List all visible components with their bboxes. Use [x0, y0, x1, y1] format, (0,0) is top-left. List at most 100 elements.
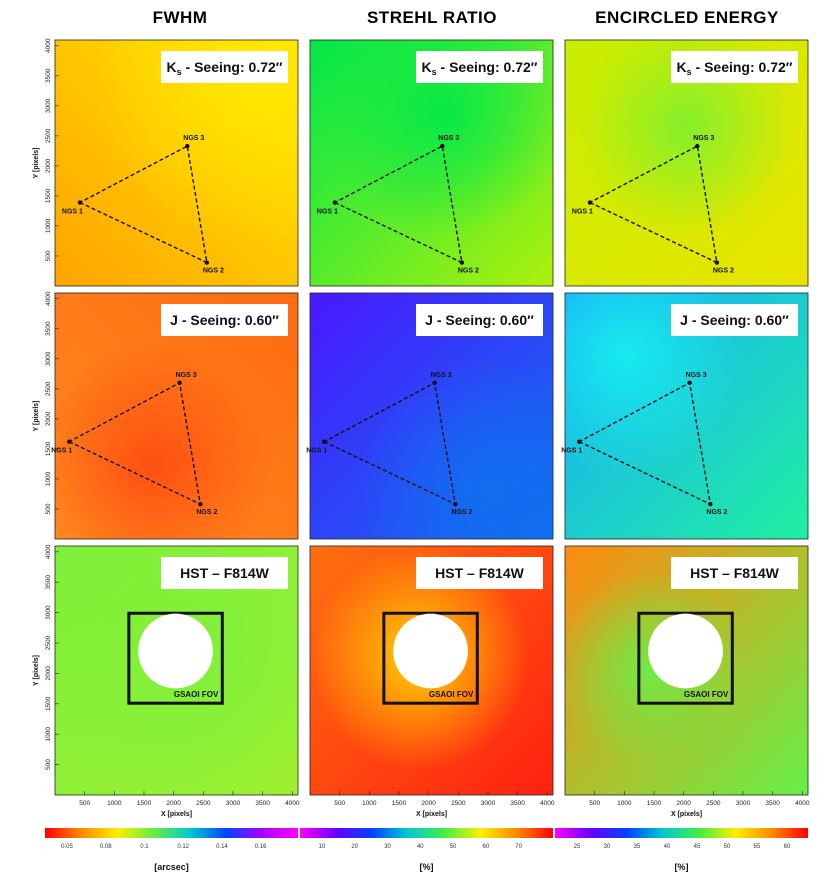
- x-tick-label: 4000: [540, 800, 555, 807]
- colorbar-gradient: [300, 828, 553, 838]
- x-tick-label: 500: [79, 800, 90, 807]
- panel-fwhm_k: 500 1000 1500 2000 2500 3000 3500 4000 Y [pixels…: [33, 38, 299, 287]
- colorbar-label: [%]: [420, 862, 434, 872]
- colorbar-tick: 0.16: [255, 844, 267, 850]
- colorbar-tick: 35: [634, 844, 641, 850]
- ngs-star-marker: [77, 200, 83, 205]
- panel-strehl_j: J - Seeing: 0.60″ NGS 1 NGS 2 NGS 3: [306, 292, 554, 540]
- y-tick-label: 3000: [45, 98, 52, 113]
- ngs-star-marker: [432, 380, 437, 386]
- x-tick-label: 3500: [510, 800, 525, 807]
- panel-frame: [564, 545, 809, 796]
- x-tick-label: 3000: [481, 800, 496, 807]
- panel-ee_k: Ks - Seeing: 0.72″ NGS 1 NGS 2 NGS 3: [564, 39, 809, 287]
- badge-rest: - Seeing: 0.72″: [692, 59, 793, 75]
- ngs-label: NGS 1: [306, 448, 327, 455]
- seeing-badge-text: J - Seeing: 0.60″: [425, 312, 534, 328]
- colorbar-tick: 60: [483, 844, 490, 850]
- y-tick-label: 3500: [45, 321, 52, 336]
- x-tick-label: 3500: [255, 800, 270, 807]
- y-tick-label: 500: [45, 503, 52, 514]
- panel-ee_h: 500 1000 1500 2000 2500 3000 3500 4000 X [pixels…: [564, 545, 810, 818]
- col-title-fwhm: FWHM: [153, 8, 208, 27]
- ngs-label: NGS 1: [317, 209, 338, 216]
- badge-main: K: [167, 59, 177, 75]
- y-tick-label: 1500: [45, 188, 52, 203]
- panel-frame: [309, 545, 554, 796]
- ngs-label: NGS 2: [196, 509, 217, 516]
- gsaoi-fov-box: [637, 611, 734, 705]
- panel-frame: [54, 39, 299, 287]
- x-axis-label: X [pixels]: [161, 811, 192, 818]
- x-tick-label: 1000: [107, 800, 122, 807]
- panel-fwhm_h: 500 1000 1500 2000 2500 3000 3500 4000 Y [pixels…: [33, 544, 300, 818]
- seeing-badge: [416, 51, 543, 83]
- colorbar-tick: 40: [664, 844, 671, 850]
- ngs-label: NGS 3: [686, 372, 707, 379]
- y-tick-label: 3000: [45, 351, 52, 366]
- gsaoi-fov-label: GSAOI FOV: [429, 690, 474, 699]
- y-tick-label: 3000: [45, 605, 52, 620]
- badge-rest: - Seeing: 0.72″: [437, 59, 538, 75]
- x-tick-label: 500: [334, 800, 345, 807]
- ngs-label: NGS 2: [203, 268, 224, 275]
- x-tick-label: 2000: [166, 800, 181, 807]
- panel-frame: [564, 39, 809, 287]
- badge-sub: s: [432, 67, 437, 77]
- ngs-triangle: [322, 381, 457, 506]
- seeing-badge: [416, 557, 543, 589]
- y-tick-label: 1000: [45, 218, 52, 233]
- colorbar-tick: 25: [574, 844, 581, 850]
- seeing-badge-text: HST – F814W: [435, 565, 524, 581]
- ngs-star-marker: [577, 439, 582, 444]
- seeing-badge: [161, 304, 288, 336]
- panel-frame: [54, 292, 299, 540]
- ngs-label: NGS 1: [561, 448, 582, 455]
- colorbar-label: [%]: [675, 862, 689, 872]
- panel-frame: [564, 292, 809, 540]
- x-tick-label: 1000: [617, 800, 632, 807]
- colorbar-tick: 20: [351, 844, 358, 850]
- y-tick-label: 3500: [45, 68, 52, 83]
- x-tick-label: 1500: [137, 800, 152, 807]
- y-tick-label: 1500: [45, 696, 52, 711]
- badge-main: K: [422, 59, 432, 75]
- x-tick-label: 4000: [285, 800, 300, 807]
- seeing-badge-text: HST – F814W: [690, 565, 779, 581]
- panel-ee_j: J - Seeing: 0.60″ NGS 1 NGS 2 NGS 3: [561, 292, 809, 540]
- badge-sub: s: [177, 67, 182, 77]
- y-tick-label: 2000: [45, 411, 52, 426]
- colorbar-gradient: [555, 828, 808, 838]
- colorbar-tick: 45: [694, 844, 701, 850]
- ngs-label: NGS 3: [176, 372, 197, 379]
- badge-main: K: [677, 59, 687, 75]
- x-tick-label: 3000: [226, 800, 241, 807]
- ngs-star-marker: [332, 200, 338, 205]
- ngs-label: NGS 3: [438, 135, 459, 142]
- seeing-badge-text: J - Seeing: 0.60″: [170, 312, 279, 328]
- ngs-label: NGS 2: [713, 268, 734, 275]
- y-tick-label: 1000: [45, 727, 52, 742]
- y-tick-label: 500: [45, 250, 52, 261]
- ngs-star-marker: [198, 501, 203, 507]
- masked-core-disk: [648, 613, 723, 689]
- ngs-label: NGS 3: [183, 135, 204, 142]
- ngs-star-marker: [204, 260, 210, 265]
- masked-core-disk: [138, 613, 213, 689]
- ngs-star-marker: [459, 260, 465, 265]
- seeing-badge: [671, 51, 798, 83]
- colorbar-tick: 40: [417, 844, 424, 850]
- ngs-triangle: [78, 144, 208, 264]
- ngs-star-marker: [714, 260, 720, 265]
- x-tick-label: 1000: [362, 800, 377, 807]
- colorbar-tick: 0.05: [61, 844, 73, 850]
- y-tick-label: 4000: [45, 544, 52, 559]
- colorbar-tick: 70: [515, 844, 522, 850]
- y-axis-label: Y [pixels]: [33, 148, 40, 179]
- seeing-badge-text: Ks - Seeing: 0.72″: [677, 59, 793, 77]
- x-tick-label: 2500: [196, 800, 211, 807]
- gsaoi-fov-label: GSAOI FOV: [684, 690, 729, 699]
- y-tick-label: 2500: [45, 635, 52, 650]
- ngs-label: NGS 1: [572, 209, 593, 216]
